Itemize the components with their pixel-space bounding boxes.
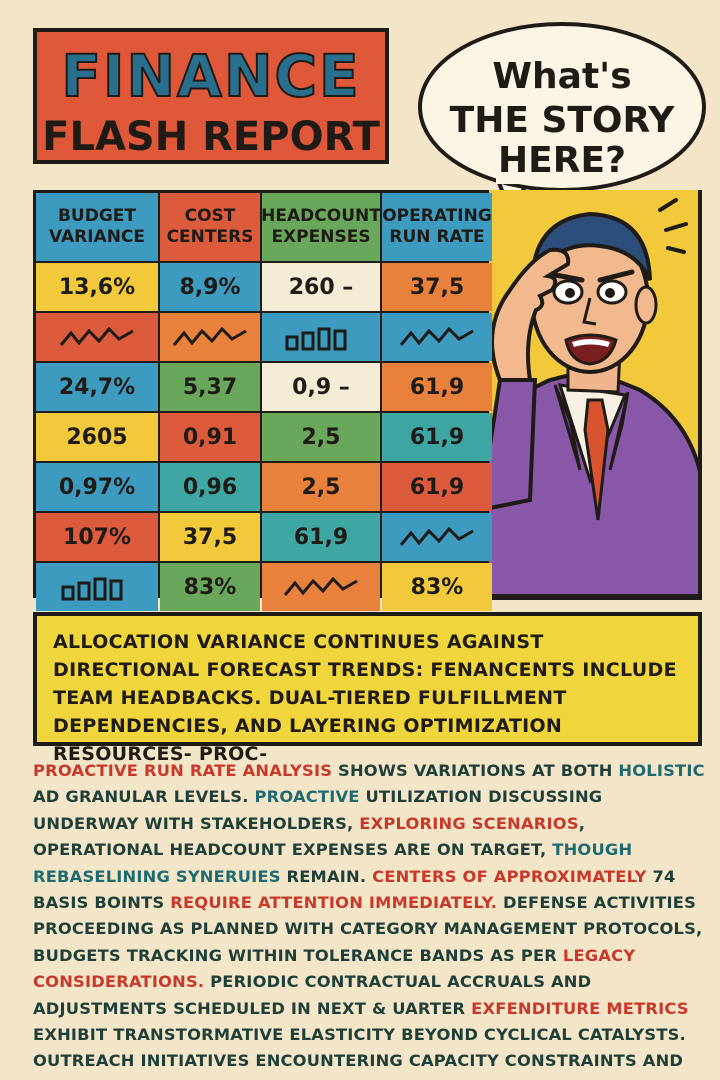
table-cell: 0,96 [160,463,260,511]
table-cell: 5,37 [160,363,260,411]
table-cell: 0,97% [36,463,158,511]
title-line-1: FINANCE [60,41,361,111]
body-text-segment: EXHIBIT TRANSTORMATIVE ELASTICITY BEYOND… [33,1025,686,1071]
body-text-segment: SHOWS VARIATIONS AT BOTH [332,761,619,780]
title-line-2: FLASH REPORT [42,114,380,160]
finance-table: BUDGET VARIANCE COST CENTERS HEADCOUNT EXPENS… [33,190,492,611]
speech-bubble: What's THE STORY HERE? [418,22,706,192]
sparkline-icon [36,313,158,361]
body-text-segment: HOLISTIC [618,761,705,780]
table-header: HEADCOUNT EXPENSES [262,193,380,261]
sparkline-icon [262,563,380,611]
table-cell: 2605 [36,413,158,461]
body-text-segment: LEGACY CONSIDERATIONS. [33,945,636,992]
body-text-segment: REQUIRE ATTENTION IMMEDIATELY. [170,893,498,913]
table-cell: 61,9 [382,413,492,461]
body-text-segment: EXPLORING SCENARIOS [359,813,579,833]
body-text-segment: 74 BASIS BOINTS [33,866,676,913]
table-cell: 107% [36,513,158,561]
body-text-segment: PROACTIVE [254,787,360,807]
table-cell: 83% [160,563,260,611]
sparkline-icon [382,313,492,361]
table-cell: 61,9 [382,363,492,411]
body-text-segment: , OPERATIONAL HEADCOUNT EXPENSES ARE ON … [33,813,586,860]
table-cell: 0,9 – [262,363,380,411]
body-text-segment: THOUGH REBASELINING SYNERUIES [33,840,633,886]
table-cell: 13,6% [36,263,158,311]
table-header: COST CENTERS [160,193,260,261]
sparkline-icon [382,513,492,561]
caption-box: ALLOCATION VARIANCE CONTINUES AGAINST DI… [33,612,702,765]
bubble-line-2: THE STORY [449,100,675,141]
table-cell: 37,5 [382,263,492,311]
body-text-segment: EXFENDITURE METRICS [471,998,689,1018]
body-text-segment: UTILIZATION DISCUSSING UNDERWAY WITH STA… [33,787,603,833]
title-box: FINANCE FLASH REPORT [33,28,389,164]
body-text-segment: AD GRANULAR LEVELS. [33,787,255,807]
bubble-line-1: What's [492,56,632,97]
body-text-segment: REMAIN. [280,866,373,886]
bubble-line-3: HERE? [498,140,626,181]
body-text-segment: CENTERS OF APPROXIMATELY [372,866,647,886]
body-text-segment: PERIODIC CONTRACTUAL ACCRUALS AND ADJUST… [33,972,592,1018]
table-header: BUDGET VARIANCE [36,193,158,261]
table-cell: 0,91 [160,413,260,461]
body-text: PROACTIVE RUN RATE ANALYSIS SHOWS VARIAT… [33,758,705,1076]
table-cell: 61,9 [262,513,380,561]
table-cell: 2,5 [262,413,380,461]
table-header: OPERATING RUN RATE [382,193,492,261]
worried-businessman-illustration [457,190,702,600]
bar-chart-icon [262,313,380,361]
table-cell: 83% [382,563,492,611]
table-cell: 37,5 [160,513,260,561]
body-text-segment: PROACTIVE RUN RATE ANALYSIS [33,761,333,780]
sparkline-icon [160,313,260,361]
table-cell: 260 – [262,263,380,311]
table-cell: 8,9% [160,263,260,311]
bar-chart-icon [36,563,158,611]
table-cell: 24,7% [36,363,158,411]
body-text-segment: DEFENSE ACTIVITIES PROCEEDING AS PLANNED… [33,893,703,965]
table-cell: 2,5 [262,463,380,511]
table-cell: 61,9 [382,463,492,511]
